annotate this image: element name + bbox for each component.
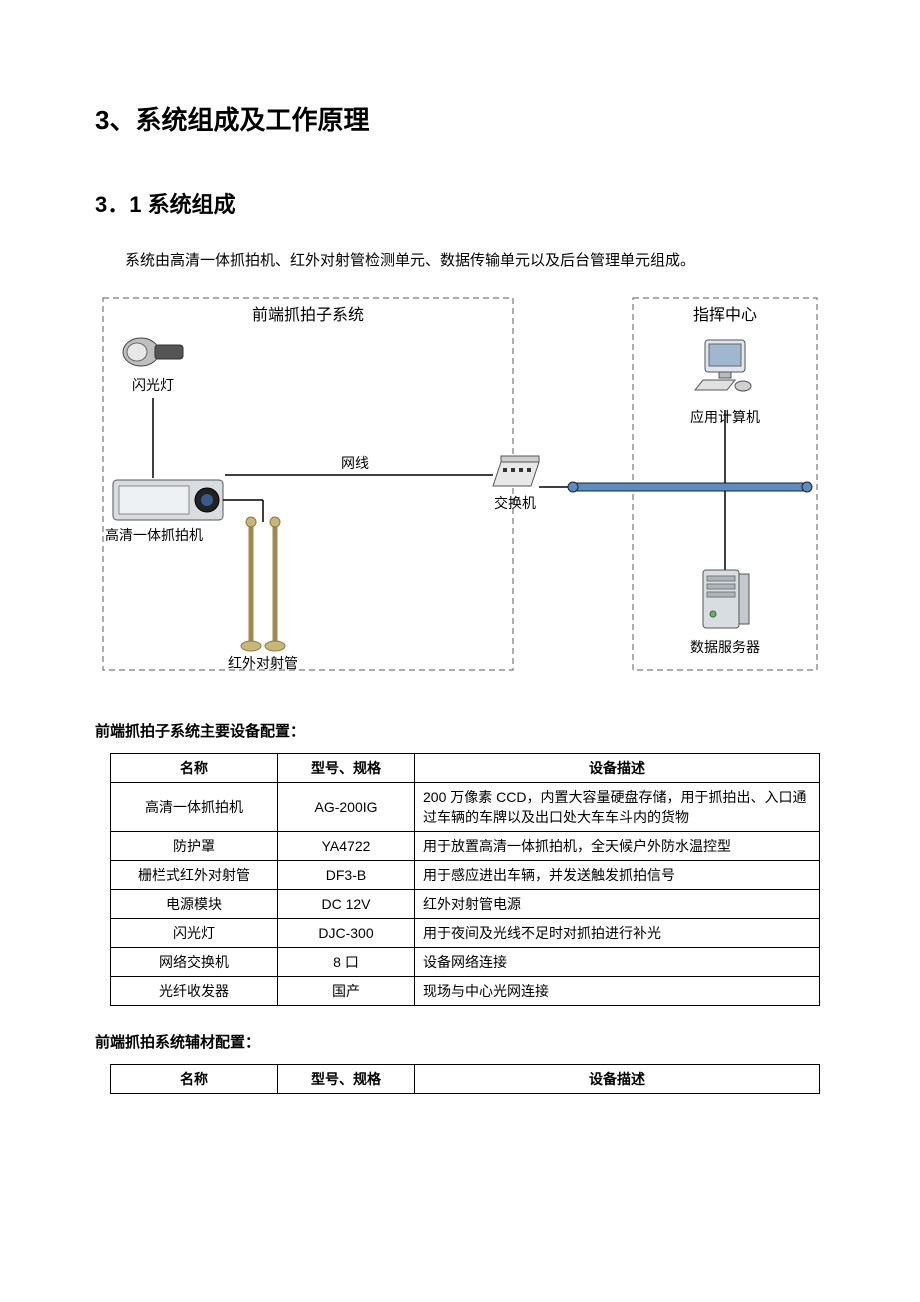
table-cell: 红外对射管电源 [415, 890, 820, 919]
svg-text:前端抓拍子系统: 前端抓拍子系统 [252, 306, 364, 324]
system-diagram: 前端抓拍子系统 指挥中心闪光灯高清一体抓拍机红外对射管 网线交换机 应用计算机数据服务… [95, 290, 825, 680]
table-row: 高清一体抓拍机AG-200IG200 万像素 CCD，内置大容量硬盘存储，用于抓… [111, 783, 820, 832]
table-cell: 设备网络连接 [415, 948, 820, 977]
equipment-table-1: 名称型号、规格设备描述 高清一体抓拍机AG-200IG200 万像素 CCD，内… [110, 753, 820, 1006]
table2-title: 前端抓拍系统辅材配置： [95, 1031, 825, 1052]
table-cell: 用于放置高清一体抓拍机，全天候户外防水温控型 [415, 832, 820, 861]
table-cell: 闪光灯 [111, 919, 278, 948]
table-cell: 网络交换机 [111, 948, 278, 977]
table-cell: 现场与中心光网连接 [415, 977, 820, 1006]
table-row: 防护罩YA4722用于放置高清一体抓拍机，全天候户外防水温控型 [111, 832, 820, 861]
intro-paragraph: 系统由高清一体抓拍机、红外对射管检测单元、数据传输单元以及后台管理单元组成。 [95, 249, 825, 270]
col-header: 型号、规格 [278, 1065, 415, 1094]
table-row: 闪光灯DJC-300用于夜间及光线不足时对抓拍进行补光 [111, 919, 820, 948]
table-cell: 栅栏式红外对射管 [111, 861, 278, 890]
section-heading: 3、系统组成及工作原理 [95, 100, 825, 137]
table-cell: DJC-300 [278, 919, 415, 948]
table-cell: 电源模块 [111, 890, 278, 919]
table-row: 网络交换机8 口设备网络连接 [111, 948, 820, 977]
subsection-heading: 3．1 系统组成 [95, 187, 825, 219]
table1-title: 前端抓拍子系统主要设备配置： [95, 720, 825, 741]
table-row: 光纤收发器国产现场与中心光网连接 [111, 977, 820, 1006]
col-header: 名称 [111, 754, 278, 783]
table-cell: 8 口 [278, 948, 415, 977]
table-row: 电源模块DC 12V红外对射管电源 [111, 890, 820, 919]
table-cell: 200 万像素 CCD，内置大容量硬盘存储，用于抓拍出、入口通过车辆的车牌以及出… [415, 783, 820, 832]
table-cell: 高清一体抓拍机 [111, 783, 278, 832]
col-header: 名称 [111, 1065, 278, 1094]
table-cell: 防护罩 [111, 832, 278, 861]
table-cell: DC 12V [278, 890, 415, 919]
svg-text:红外对射管: 红外对射管 [228, 656, 298, 672]
svg-text:高清一体抓拍机: 高清一体抓拍机 [105, 527, 203, 544]
table-cell: 国产 [278, 977, 415, 1006]
table-row: 栅栏式红外对射管DF3-B用于感应进出车辆，并发送触发抓拍信号 [111, 861, 820, 890]
table-cell: 用于夜间及光线不足时对抓拍进行补光 [415, 919, 820, 948]
svg-text:应用计算机: 应用计算机 [690, 409, 760, 426]
table-cell: 光纤收发器 [111, 977, 278, 1006]
equipment-table-2: 名称型号、规格设备描述 [110, 1064, 820, 1094]
table-cell: DF3-B [278, 861, 415, 890]
col-header: 型号、规格 [278, 754, 415, 783]
svg-text:数据服务器: 数据服务器 [690, 640, 760, 656]
col-header: 设备描述 [415, 1065, 820, 1094]
svg-text:交换机: 交换机 [494, 495, 536, 512]
col-header: 设备描述 [415, 754, 820, 783]
svg-text:指挥中心: 指挥中心 [693, 306, 757, 324]
table-cell: AG-200IG [278, 783, 415, 832]
svg-text:网线: 网线 [341, 456, 369, 472]
svg-text:闪光灯: 闪光灯 [132, 378, 174, 394]
table-cell: YA4722 [278, 832, 415, 861]
table-cell: 用于感应进出车辆，并发送触发抓拍信号 [415, 861, 820, 890]
